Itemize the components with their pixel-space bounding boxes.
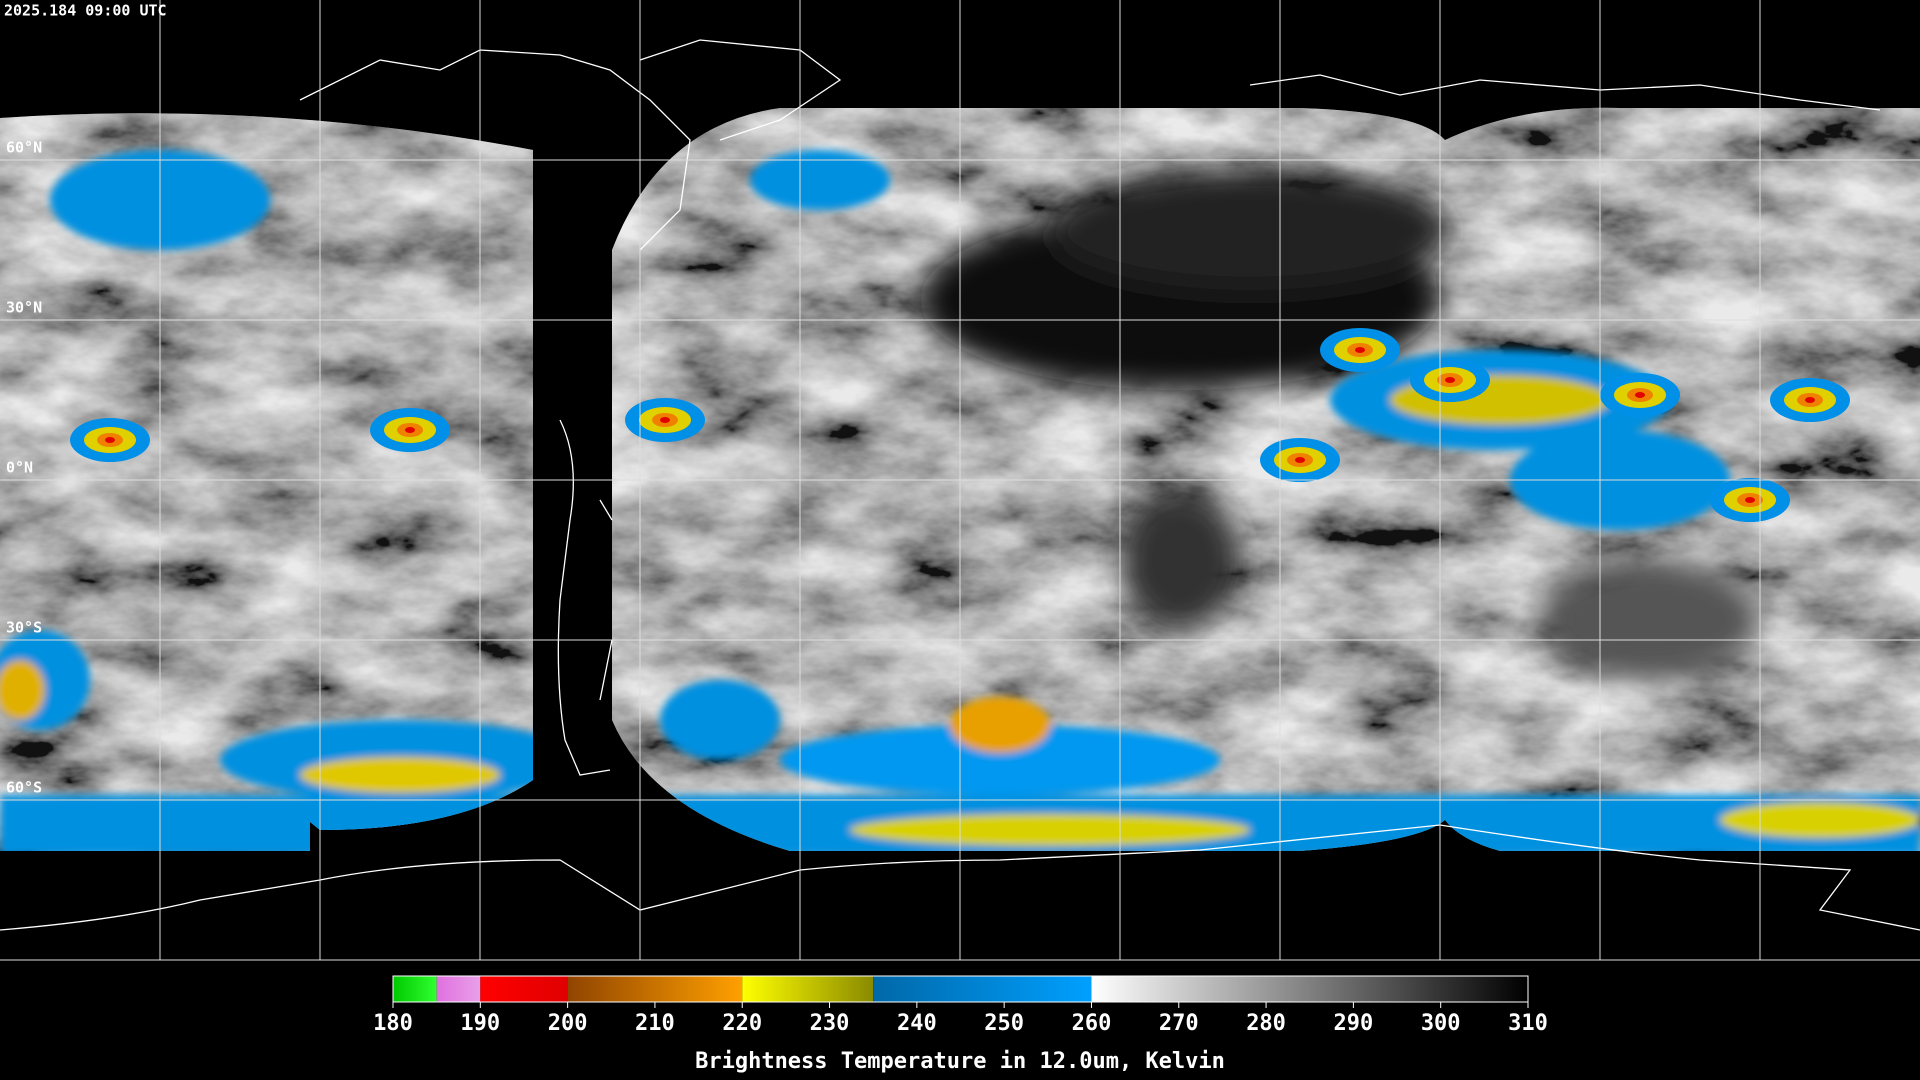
colorbar-segment	[480, 976, 568, 1002]
colorbar-tick-label: 300	[1421, 1011, 1461, 1036]
colorbar-tick-label: 180	[373, 1011, 413, 1036]
colorbar-tick-label: 290	[1334, 1011, 1374, 1036]
colorbar-tick-label: 270	[1159, 1011, 1199, 1036]
latitude-label: 60°N	[6, 139, 42, 157]
graticule	[0, 0, 1920, 960]
colorbar-tick-label: 280	[1246, 1011, 1286, 1036]
colorbar-tick-label: 230	[810, 1011, 850, 1036]
coastline	[557, 419, 611, 776]
colorbar-segment	[742, 976, 874, 1002]
coastline	[299, 39, 842, 251]
latitude-label: 30°S	[6, 619, 42, 637]
storm	[625, 398, 705, 442]
colorbar-tick-label: 250	[984, 1011, 1024, 1036]
storm	[1260, 438, 1340, 482]
storm	[70, 418, 150, 462]
colorbar-segment	[393, 976, 437, 1002]
colorbar-frame	[392, 975, 1529, 1003]
colorbar-segment	[436, 976, 481, 1002]
timestamp: 2025.184 09:00 UTC	[4, 2, 167, 20]
colorbar-tick-label: 260	[1072, 1011, 1112, 1036]
coastline	[1249, 74, 1881, 111]
latitude-label: 0°N	[6, 459, 33, 477]
latitude-label: 30°N	[6, 299, 42, 317]
storm	[1710, 478, 1790, 522]
storm	[370, 408, 450, 452]
colorbar-label: Brightness Temperature in 12.0um, Kelvin	[695, 1049, 1225, 1074]
colorbar-tick-label: 200	[548, 1011, 588, 1036]
storm	[1770, 378, 1850, 422]
coastline	[599, 499, 613, 701]
colorbar-segment	[1091, 976, 1528, 1002]
latitude-label: 60°S	[6, 779, 42, 797]
colorbar-tick-label: 220	[722, 1011, 762, 1036]
storm	[1410, 358, 1490, 402]
colorbar-tick-label: 210	[635, 1011, 675, 1036]
dark-land	[920, 170, 1760, 680]
storm	[1600, 373, 1680, 417]
colorbar-tick-label: 310	[1508, 1011, 1548, 1036]
colorbar-segment	[567, 976, 743, 1002]
colorbar-tick-label: 190	[460, 1011, 500, 1036]
colorbar-tick-label: 240	[897, 1011, 937, 1036]
colorbar-segment	[873, 976, 1092, 1002]
storm	[1320, 328, 1400, 372]
